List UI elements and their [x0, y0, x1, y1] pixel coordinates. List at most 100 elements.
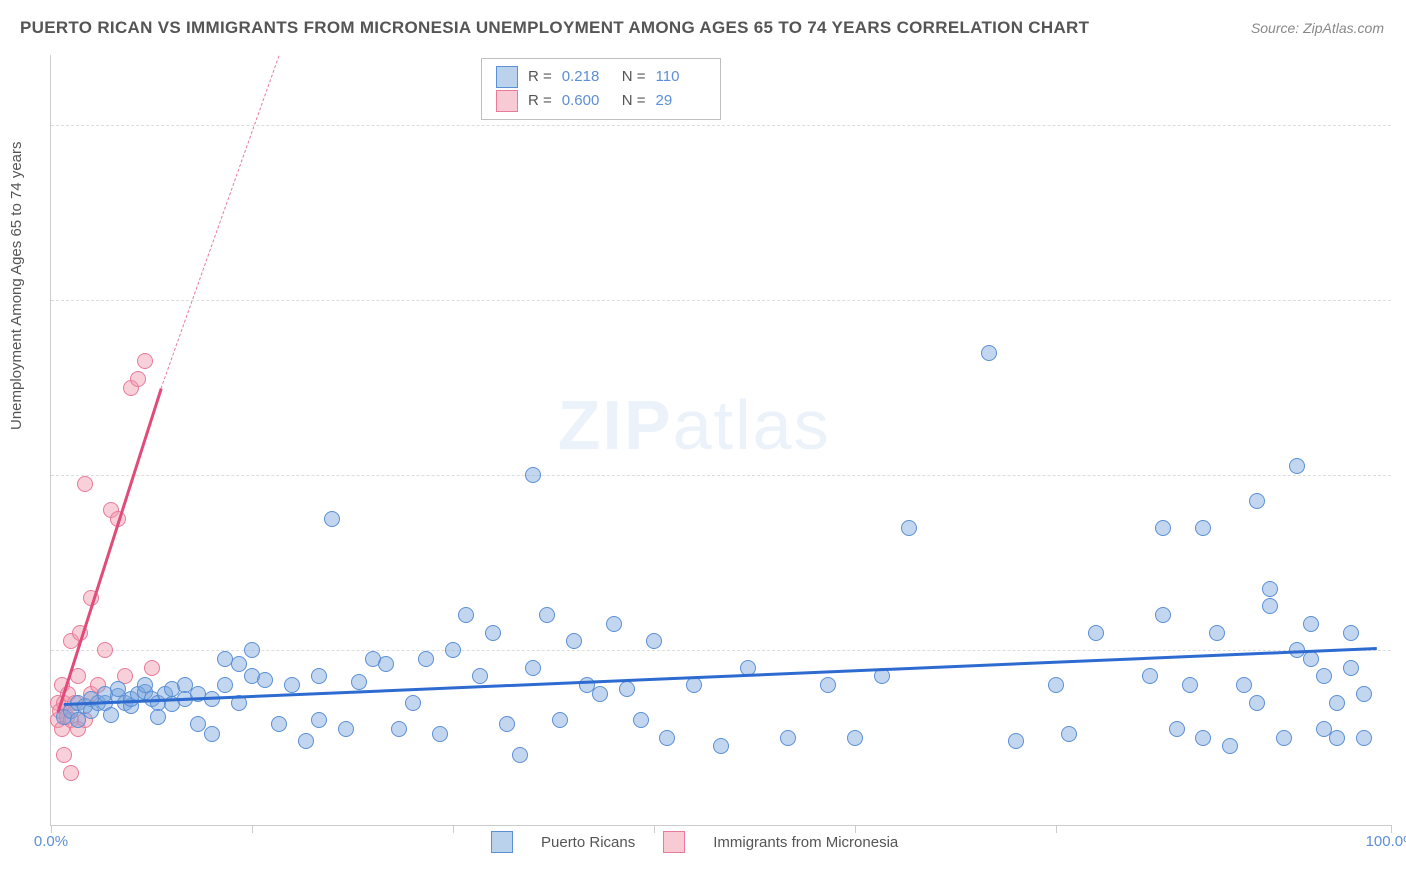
- legend-series: Puerto Ricans Immigrants from Micronesia: [491, 831, 898, 853]
- data-point: [606, 616, 622, 632]
- n-label: N =: [622, 89, 646, 113]
- data-point: [137, 353, 153, 369]
- data-point: [144, 660, 160, 676]
- n-value-blue: 110: [656, 65, 706, 89]
- r-value-blue: 0.218: [562, 65, 612, 89]
- x-tick-label: 100.0%: [1366, 833, 1406, 850]
- data-point: [686, 677, 702, 693]
- data-point: [1262, 581, 1278, 597]
- x-tick: [654, 825, 655, 833]
- legend-row-blue: R = 0.218 N = 110: [496, 65, 706, 89]
- data-point: [981, 345, 997, 361]
- x-tick: [1056, 825, 1057, 833]
- data-point: [566, 633, 582, 649]
- data-point: [552, 712, 568, 728]
- legend-label-pink: Immigrants from Micronesia: [713, 834, 898, 851]
- y-tick-label: 20.0%: [1396, 467, 1406, 484]
- data-point: [659, 730, 675, 746]
- data-point: [432, 726, 448, 742]
- data-point: [472, 668, 488, 684]
- data-point: [1048, 677, 1064, 693]
- data-point: [1142, 668, 1158, 684]
- data-point: [1222, 738, 1238, 754]
- data-point: [512, 747, 528, 763]
- legend-stats: R = 0.218 N = 110 R = 0.600 N = 29: [481, 58, 721, 120]
- r-label: R =: [528, 89, 552, 113]
- legend-swatch-pink: [496, 90, 518, 112]
- data-point: [1276, 730, 1292, 746]
- data-point: [1343, 625, 1359, 641]
- gridline: [51, 300, 1391, 301]
- data-point: [485, 625, 501, 641]
- data-point: [525, 467, 541, 483]
- data-point: [77, 476, 93, 492]
- legend-swatch-blue: [491, 831, 513, 853]
- data-point: [592, 686, 608, 702]
- data-point: [847, 730, 863, 746]
- data-point: [1155, 607, 1171, 623]
- data-point: [820, 677, 836, 693]
- legend-label-blue: Puerto Ricans: [541, 834, 635, 851]
- x-tick: [855, 825, 856, 833]
- x-tick: [51, 825, 52, 833]
- data-point: [780, 730, 796, 746]
- data-point: [298, 733, 314, 749]
- r-label: R =: [528, 65, 552, 89]
- data-point: [1356, 730, 1372, 746]
- data-point: [1008, 733, 1024, 749]
- data-point: [445, 642, 461, 658]
- data-point: [619, 681, 635, 697]
- data-point: [1236, 677, 1252, 693]
- legend-row-pink: R = 0.600 N = 29: [496, 89, 706, 113]
- data-point: [1061, 726, 1077, 742]
- data-point: [204, 726, 220, 742]
- data-point: [1262, 598, 1278, 614]
- gridline: [51, 125, 1391, 126]
- data-point: [150, 709, 166, 725]
- data-point: [499, 716, 515, 732]
- data-point: [539, 607, 555, 623]
- data-point: [1289, 458, 1305, 474]
- data-point: [217, 677, 233, 693]
- legend-swatch-pink: [663, 831, 685, 853]
- data-point: [1329, 730, 1345, 746]
- data-point: [1249, 493, 1265, 509]
- r-value-pink: 0.600: [562, 89, 612, 113]
- data-point: [1195, 730, 1211, 746]
- data-point: [901, 520, 917, 536]
- x-tick: [252, 825, 253, 833]
- data-point: [633, 712, 649, 728]
- y-tick-label: 30.0%: [1396, 292, 1406, 309]
- data-point: [458, 607, 474, 623]
- y-tick-label: 40.0%: [1396, 117, 1406, 134]
- data-point: [1195, 520, 1211, 536]
- data-point: [1303, 651, 1319, 667]
- data-point: [1209, 625, 1225, 641]
- data-point: [284, 677, 300, 693]
- data-point: [378, 656, 394, 672]
- gridline: [51, 475, 1391, 476]
- data-point: [713, 738, 729, 754]
- y-tick-label: 10.0%: [1396, 642, 1406, 659]
- data-point: [391, 721, 407, 737]
- data-point: [56, 747, 72, 763]
- data-point: [1088, 625, 1104, 641]
- chart-title: PUERTO RICAN VS IMMIGRANTS FROM MICRONES…: [20, 18, 1089, 38]
- trend-line: [160, 55, 279, 388]
- data-point: [351, 674, 367, 690]
- data-point: [103, 707, 119, 723]
- data-point: [63, 765, 79, 781]
- data-point: [1155, 520, 1171, 536]
- n-label: N =: [622, 65, 646, 89]
- data-point: [1329, 695, 1345, 711]
- data-point: [1182, 677, 1198, 693]
- x-tick: [1391, 825, 1392, 833]
- data-point: [1343, 660, 1359, 676]
- data-point: [1249, 695, 1265, 711]
- data-point: [271, 716, 287, 732]
- data-point: [418, 651, 434, 667]
- data-point: [324, 511, 340, 527]
- data-point: [311, 668, 327, 684]
- data-point: [1356, 686, 1372, 702]
- x-tick-label: 0.0%: [34, 833, 68, 850]
